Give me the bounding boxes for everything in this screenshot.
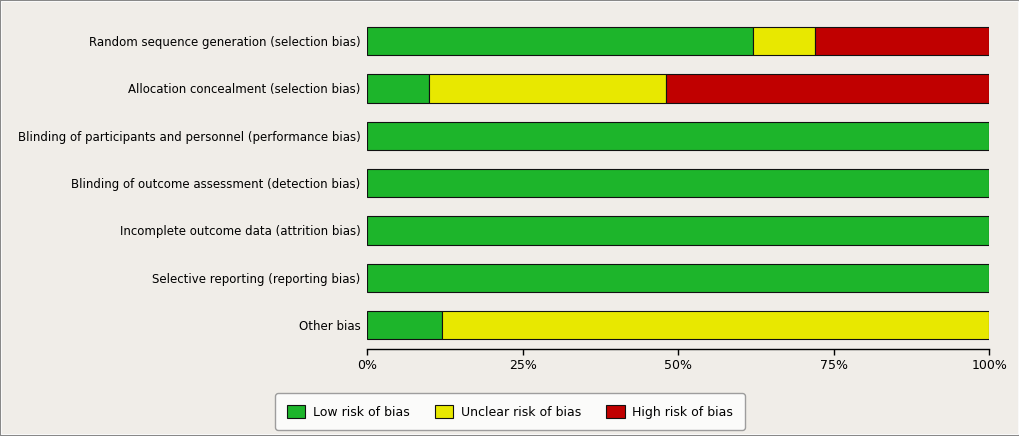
Bar [814,27,988,55]
Bar [441,311,988,339]
Bar [429,74,665,102]
Bar [367,169,988,198]
Bar [367,27,752,55]
Bar [367,311,441,339]
Legend: Low risk of bias, Unclear risk of bias, High risk of bias: Low risk of bias, Unclear risk of bias, … [275,393,744,430]
Bar [752,27,814,55]
Bar [367,74,429,102]
Bar [367,264,988,292]
Bar [367,122,988,150]
Bar [665,74,988,102]
Bar [367,216,988,245]
